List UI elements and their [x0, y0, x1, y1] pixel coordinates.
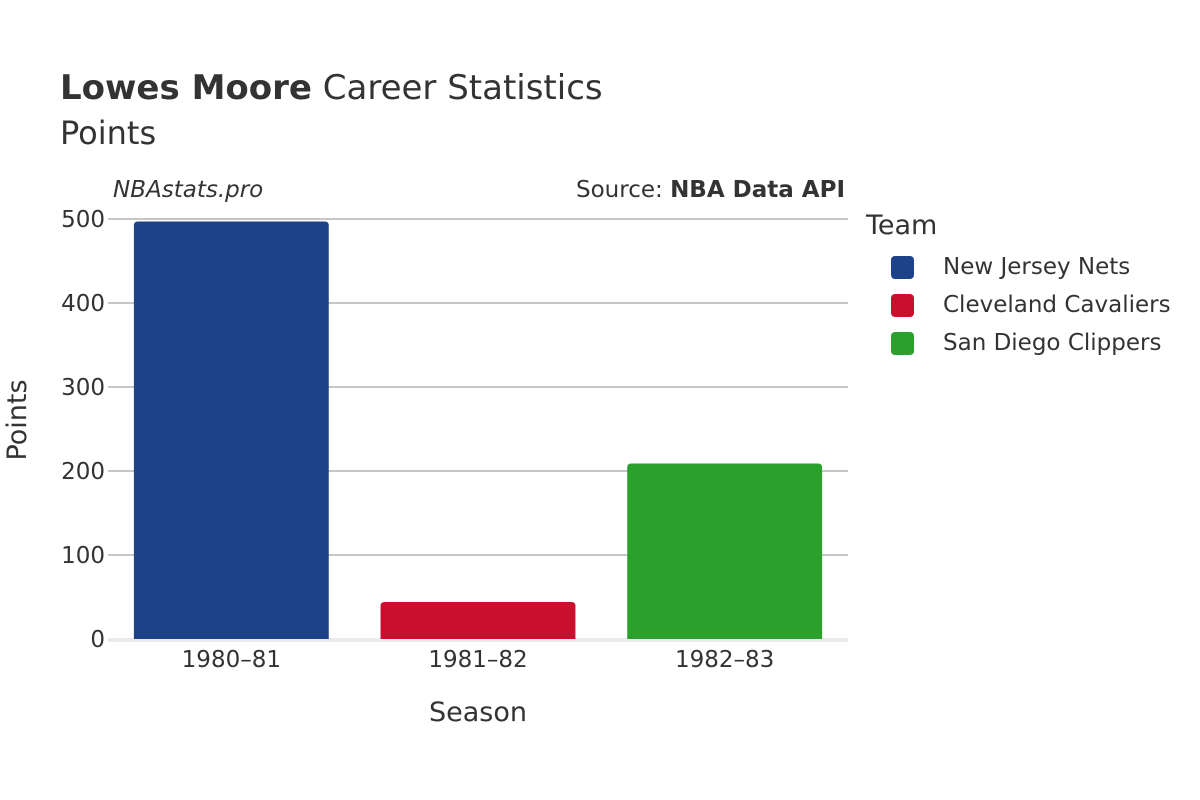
title-rest: Career Statistics: [311, 68, 603, 108]
legend-swatch: [891, 293, 914, 317]
y-tick-label: 500: [61, 207, 105, 233]
x-tick-label: 1981–82: [428, 647, 527, 673]
legend-item: San Diego Clippers: [866, 324, 1171, 362]
source-credit: Source: NBA Data API: [576, 177, 845, 203]
chart-title: Lowes Moore Career Statistics: [60, 68, 603, 108]
y-tick-label: 0: [90, 627, 105, 653]
bar: [627, 463, 823, 639]
y-tick-label: 400: [61, 291, 105, 317]
y-axis-label: Points: [2, 379, 33, 460]
x-tick-label: 1982–83: [675, 647, 774, 673]
legend-label: New Jersey Nets: [943, 254, 1131, 280]
legend-swatch: [891, 331, 914, 355]
x-axis-label: Season: [429, 697, 527, 728]
legend-label: Cleveland Cavaliers: [943, 292, 1171, 318]
legend: Team New Jersey Nets Cleveland Cavaliers S…: [866, 208, 1171, 362]
legend-item: Cleveland Cavaliers: [866, 286, 1171, 324]
source-name: NBA Data API: [670, 177, 845, 203]
legend-label: San Diego Clippers: [943, 330, 1162, 356]
x-tick-label: 1980–81: [182, 647, 281, 673]
legend-items: New Jersey Nets Cleveland Cavaliers San Di…: [866, 248, 1171, 362]
legend-item: New Jersey Nets: [866, 248, 1171, 286]
x-axis-ticks: 1980–81 1981–82 1982–83: [182, 647, 775, 673]
source-prefix: Source:: [576, 177, 671, 203]
y-tick-label: 200: [61, 459, 105, 485]
bar: [133, 221, 329, 639]
legend-swatch: [891, 255, 914, 279]
chart-subtitle: Points: [60, 114, 157, 152]
player-name: Lowes Moore: [60, 68, 312, 108]
bars: [133, 221, 823, 639]
legend-title: Team: [866, 210, 938, 241]
bar: [380, 602, 576, 639]
y-tick-label: 100: [61, 543, 105, 569]
y-tick-label: 300: [61, 375, 105, 401]
y-axis-ticks: 0 100 200 300 400 500: [61, 207, 105, 653]
watermark: NBAstats.pro: [113, 177, 264, 203]
